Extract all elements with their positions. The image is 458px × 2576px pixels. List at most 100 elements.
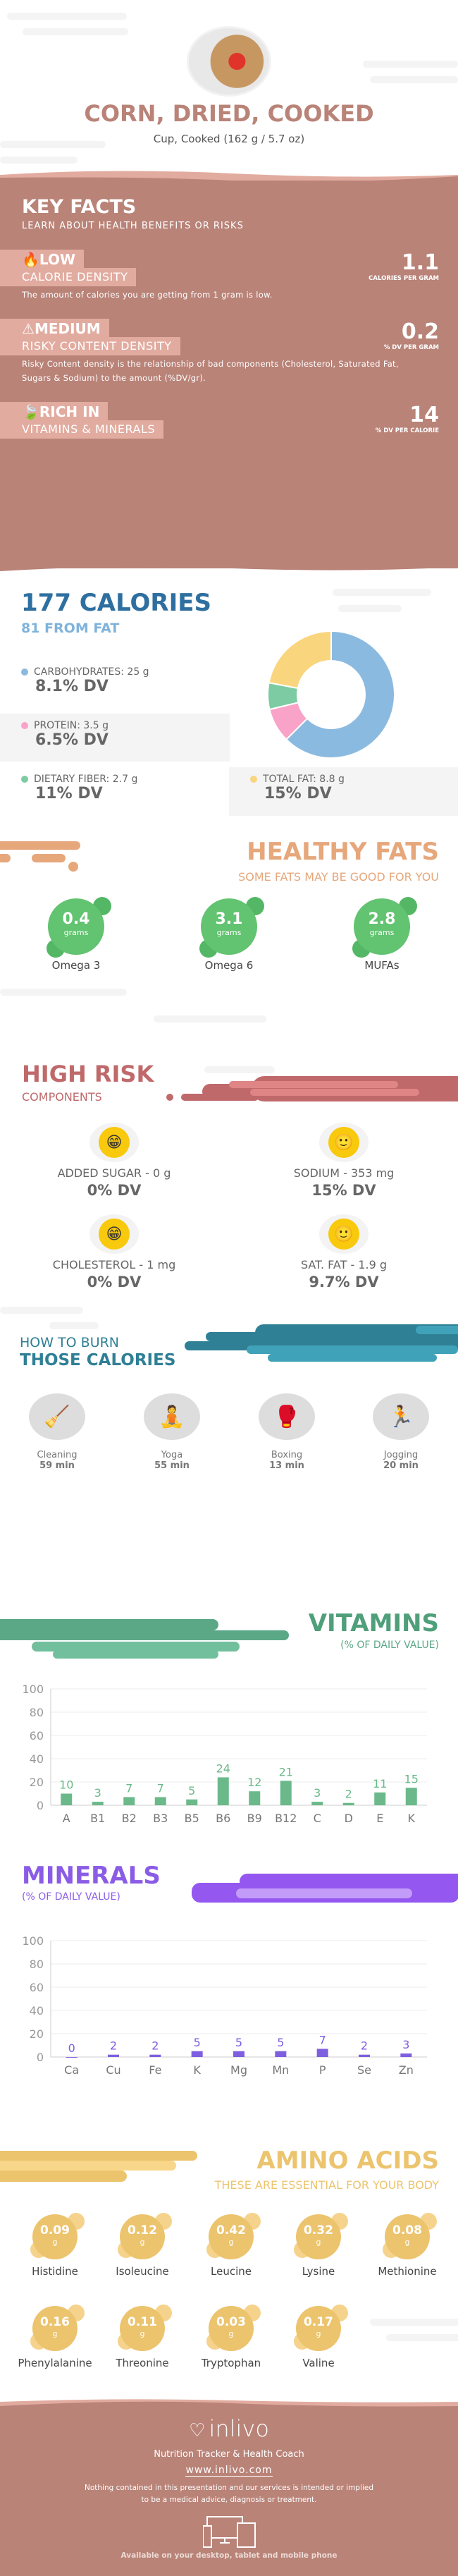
fat-circle-omega-6: 3.1 grams (199, 897, 264, 958)
data-label: 3 (402, 2038, 409, 2051)
vitamin-bar-K (405, 1788, 417, 1805)
amino-tryptophan: 0.03 g Tryptophan (189, 2305, 273, 2369)
key-facts-subtitle: LEARN ABOUT HEALTH BENEFITS OR RISKS (22, 221, 244, 231)
serving-size: Cup, Cooked (162 g / 5.7 oz) (153, 133, 305, 145)
y-tick-label: 60 (30, 1729, 44, 1742)
risky-density-unit: % DV PER GRAM (383, 344, 439, 351)
vitamin-bar-B5 (186, 1799, 198, 1805)
x-tick-label: Cu (106, 2063, 120, 2077)
amino-threonine: 0.11 g Threonine (100, 2305, 185, 2369)
x-tick-label: B5 (185, 1812, 199, 1825)
vitamins-title: VITAMINS (308, 1609, 439, 1637)
risk-dv: 15% DV (311, 1182, 376, 1199)
amino-leucine: 0.42 g Leucine (189, 2213, 273, 2278)
vitamin-bar-A (61, 1793, 73, 1805)
yoga-icon: 🧘 (144, 1393, 200, 1440)
x-tick-label: K (193, 2063, 201, 2077)
data-label: 2 (110, 2039, 117, 2053)
brand-logo[interactable]: ♡ inlivo (189, 2415, 269, 2442)
x-tick-label: B3 (153, 1812, 168, 1825)
y-tick-label: 80 (30, 1958, 44, 1971)
data-label: 5 (235, 2036, 242, 2049)
vitamins-bar-chart: 0 20 40 60 80 100 10 A 3 B1 7 B2 7 B3 5 B5 24 B6 12 B9 21 B12… (22, 1683, 427, 1825)
y-tick-label: 80 (30, 1706, 44, 1719)
amino-methionine: 0.08 g Methionine (365, 2213, 450, 2278)
fat-label: MUFAs (364, 959, 400, 972)
website-link[interactable]: www.inlivo.com (185, 2465, 273, 2477)
calorie-density-unit: CALORIES PER GRAM (369, 275, 439, 282)
mineral-bar-Mn (275, 2051, 287, 2057)
leaf-icon: 🍃 (22, 403, 39, 420)
disclaimer-line2: to be a medical advice, diagnosis or tre… (141, 2496, 317, 2504)
rich-tag: 🍃RICH IN (0, 402, 109, 420)
y-tick-label: 0 (37, 2051, 44, 2064)
data-label: 10 (59, 1778, 73, 1792)
x-tick-label: B12 (275, 1812, 297, 1825)
calorie-density-value: 1.1 (401, 250, 439, 275)
minerals-title: MINERALS (22, 1862, 161, 1890)
activity-boxing: 🥊 Boxing 13 min (245, 1393, 329, 1471)
x-tick-label: B2 (122, 1812, 137, 1825)
mineral-bar-P (316, 2049, 328, 2057)
vitamin-bar-E (374, 1792, 386, 1805)
risk-dv: 0% DV (87, 1274, 142, 1290)
minerals-bar-chart: 0 20 40 60 80 100 0 Ca 2 Cu 2 Fe 5 K 5 Mg 5 Mn 7 P 2 Se 3 Zn (22, 1934, 427, 2077)
warning-icon: ⚠ (22, 320, 35, 337)
data-label: 24 (216, 1762, 230, 1775)
data-label: 3 (314, 1786, 321, 1800)
y-tick-label: 20 (30, 1776, 44, 1789)
activity-cleaning: 🧹 Cleaning 59 min (15, 1393, 99, 1471)
tagline: Nutrition Tracker & Health Coach (154, 2449, 304, 2460)
vitamins-minerals-label: VITAMINS & MINERALS (0, 420, 164, 439)
available-platforms: Available on your desktop, tablet and mo… (120, 2551, 338, 2560)
data-label: 7 (319, 2033, 326, 2046)
activity-yoga: 🧘 Yoga 55 min (130, 1393, 214, 1471)
vitamins-subtitle: (% OF DAILY VALUE) (340, 1640, 439, 1651)
key-facts-title: KEY FACTS (22, 196, 137, 218)
medium-tag: ⚠MEDIUM (0, 319, 109, 337)
data-label: 0 (68, 2041, 75, 2055)
x-tick-label: Mn (272, 2063, 289, 2077)
healthy-fats-title: HEALTHY FATS (247, 838, 439, 866)
flame-icon: 🔥 (22, 251, 39, 268)
vitamin-bar-B3 (154, 1797, 166, 1805)
high-risk-title: HIGH RISK (22, 1061, 154, 1087)
mineral-bar-Cu (108, 2054, 119, 2057)
risky-density-desc: Risky Content density is the relationshi… (22, 359, 399, 383)
amino-subtitle: THESE ARE ESSENTIAL FOR YOUR BODY (214, 2178, 439, 2192)
risk-label: SAT. FAT - 1.9 g (300, 1258, 388, 1271)
x-tick-label: P (319, 2063, 326, 2077)
amino-histidine: 0.09 g Histidine (13, 2213, 97, 2278)
calorie-density-desc: The amount of calories you are getting f… (22, 290, 273, 300)
risk-dv: 0% DV (87, 1182, 142, 1199)
burn-title-line1: HOW TO BURN (20, 1335, 120, 1350)
vitamin-bar-B1 (92, 1802, 104, 1805)
data-label: 7 (125, 1781, 132, 1795)
x-tick-label: Fe (149, 2063, 161, 2077)
y-tick-label: 100 (22, 1683, 44, 1696)
wave-divider (0, 2399, 458, 2412)
high-risk-subtitle: COMPONENTS (22, 1090, 102, 1104)
risk-label: ADDED SUGAR - 0 g (57, 1166, 171, 1180)
risky-density-label: RISKY CONTENT DENSITY (0, 337, 180, 355)
vitamin-bar-D (342, 1802, 354, 1805)
x-tick-label: K (408, 1812, 416, 1825)
data-label: 5 (188, 1784, 195, 1797)
page-title: CORN, DRIED, COOKED (84, 100, 374, 127)
data-label: 2 (361, 2039, 368, 2053)
macro-fat: TOTAL FAT: 8.8 g 15% DV (250, 774, 345, 802)
smile-face-icon: 🙂 (319, 1214, 369, 1254)
data-label: 12 (247, 1776, 261, 1789)
fat-label: Omega 3 (51, 959, 101, 972)
risk-label: SODIUM - 353 mg (293, 1166, 395, 1180)
mineral-bar-Mg (233, 2051, 245, 2057)
calories-title: 177 CALORIES (21, 589, 211, 617)
x-tick-label: Ca (64, 2063, 79, 2077)
calories-from-fat: 81 FROM FAT (21, 621, 120, 636)
mineral-bar-K (191, 2051, 203, 2057)
x-tick-label: E (376, 1812, 383, 1825)
amino-isoleucine: 0.12 g Isoleucine (100, 2213, 185, 2278)
macro-carbs: CARBOHYDRATES: 25 g 8.1% DV (21, 666, 149, 695)
x-tick-label: B6 (216, 1812, 230, 1825)
mineral-bar-Zn (400, 2053, 412, 2057)
